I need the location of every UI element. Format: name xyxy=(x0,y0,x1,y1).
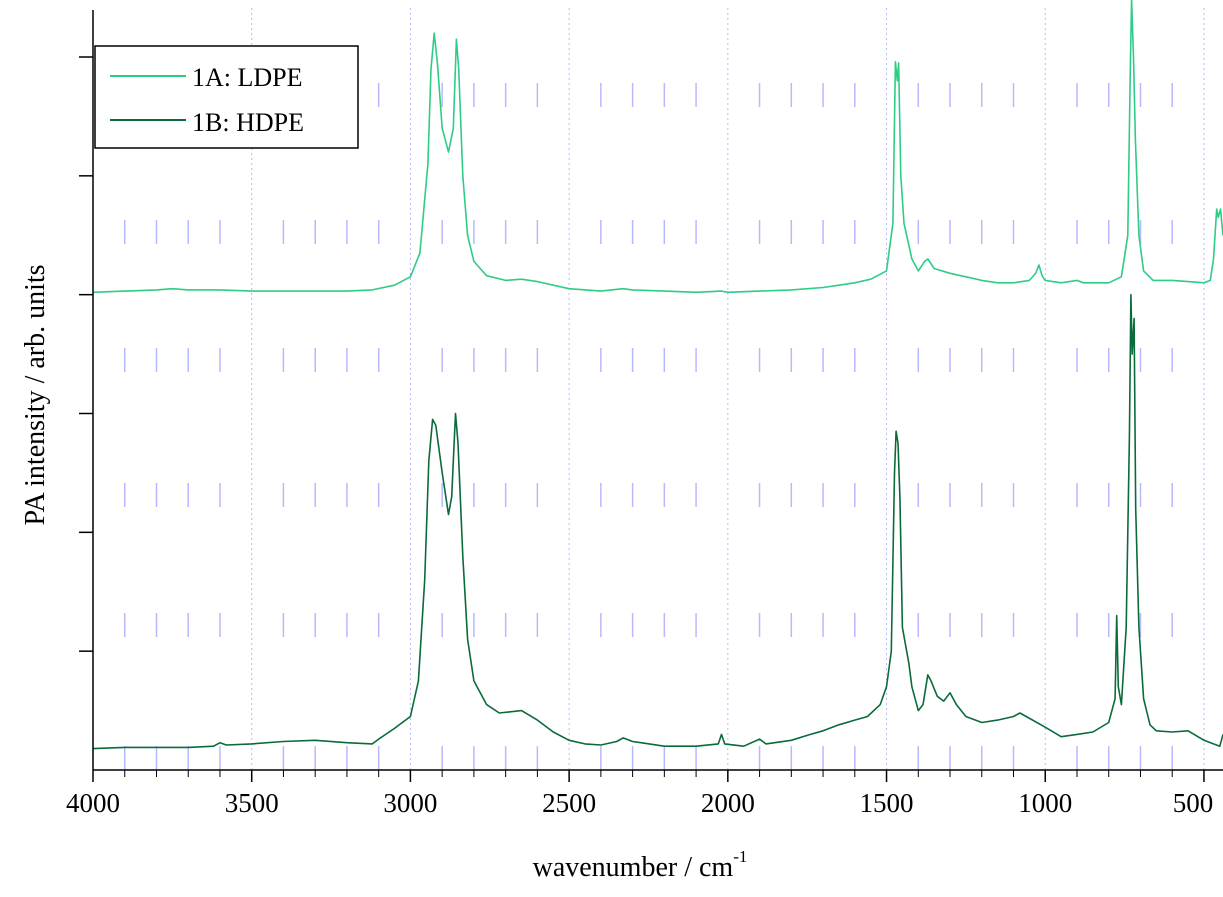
x-tick-label: 500 xyxy=(1173,788,1214,818)
legend-label-ldpe: 1A: LDPE xyxy=(192,63,303,92)
x-axis-label-main: wavenumber / cm xyxy=(533,852,734,883)
series-layer xyxy=(92,0,1223,750)
x-tick-label: 2500 xyxy=(542,788,596,818)
x-tick-label: 4000 xyxy=(66,788,120,818)
legend-box xyxy=(94,45,359,149)
x-tick-label: 2000 xyxy=(701,788,755,818)
x-tick-label: 3500 xyxy=(225,788,279,818)
x-tick-label: 3000 xyxy=(383,788,437,818)
series-line-hdpe xyxy=(92,293,1223,750)
axes-layer: 4000 3500 3000 2500 2000 1500 1000 500 xyxy=(66,10,1223,818)
x-tick-label: 1000 xyxy=(1018,788,1072,818)
y-axis-label: PA intensity / arb. units xyxy=(20,264,51,525)
series-line-ldpe xyxy=(92,0,1223,294)
legend: 1A: LDPE 1B: HDPE xyxy=(94,45,359,149)
x-axis-label-superscript: -1 xyxy=(733,847,747,866)
x-tick-label: 1500 xyxy=(860,788,914,818)
x-axis-label: wavenumber / cm-1 xyxy=(533,847,748,883)
legend-label-hdpe: 1B: HDPE xyxy=(192,108,304,137)
